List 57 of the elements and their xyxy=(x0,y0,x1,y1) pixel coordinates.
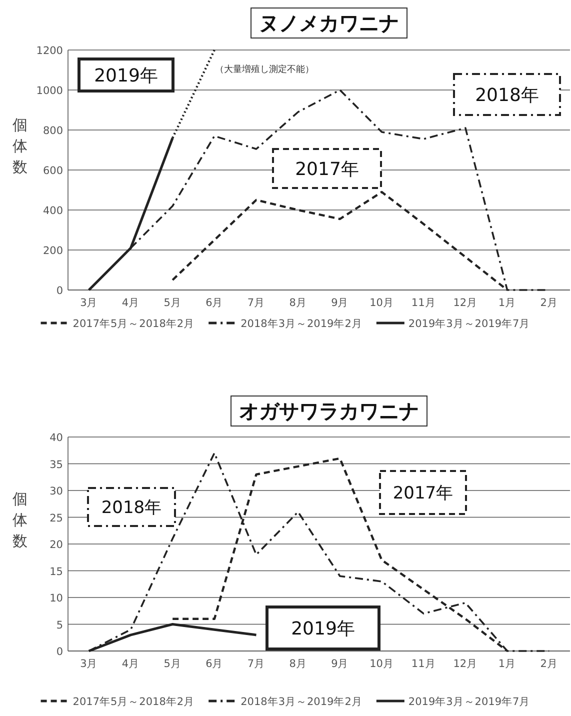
x-tick-label: 5月 xyxy=(164,297,182,309)
x-tick-label: 11月 xyxy=(411,297,436,309)
y-tick-label: 200 xyxy=(42,245,63,257)
y-tick-label: 0 xyxy=(56,646,63,658)
x-tick-label: 7月 xyxy=(247,297,266,309)
y-tick-label: 15 xyxy=(50,566,63,578)
y-tick-label: 1200 xyxy=(36,45,63,57)
y-tick-label: 40 xyxy=(50,432,63,444)
y-tick-label: 600 xyxy=(42,165,63,177)
x-tick-label: 8月 xyxy=(289,658,307,670)
y-tick-label: 20 xyxy=(50,539,63,551)
y-axis-title: 個体数 xyxy=(12,490,28,550)
y-tick-label: 30 xyxy=(50,486,63,498)
y-tick-label: 35 xyxy=(50,458,63,471)
x-tick-label: 1月 xyxy=(498,297,516,309)
chart-title: オガサワラカワニナ xyxy=(239,399,419,423)
x-tick-label: 5月 xyxy=(164,658,182,670)
annotation: 2019年 xyxy=(291,618,355,640)
x-tick-label: 12月 xyxy=(453,297,478,309)
x-tick-label: 1月 xyxy=(498,658,516,670)
x-tick-label: 9月 xyxy=(331,658,349,670)
x-tick-label: 3月 xyxy=(80,297,98,309)
legend-label: 2018年3月～2019年2月 xyxy=(240,696,362,708)
annotation: 2018年 xyxy=(475,84,539,106)
legend-label: 2018年3月～2019年2月 xyxy=(240,318,362,330)
x-tick-label: 2月 xyxy=(540,658,558,670)
x-tick-label: 4月 xyxy=(122,297,140,309)
legend-label: 2017年5月～2018年2月 xyxy=(72,696,195,708)
legend-label: 2019年3月～2019年7月 xyxy=(408,318,530,330)
x-tick-label: 9月 xyxy=(331,297,349,309)
annotation: （大量増殖し測定不能） xyxy=(215,64,314,75)
y-tick-label: 25 xyxy=(50,512,63,524)
y-tick-label: 1000 xyxy=(36,85,63,97)
x-tick-label: 12月 xyxy=(453,658,478,670)
y-tick-label: 10 xyxy=(50,592,63,604)
y-tick-label: 5 xyxy=(56,619,63,632)
x-tick-label: 4月 xyxy=(122,658,140,670)
x-tick-label: 10月 xyxy=(370,658,394,670)
chart-title: ヌノメカワニナ xyxy=(259,11,399,35)
y-tick-label: 0 xyxy=(56,285,63,297)
y-tick-label: 800 xyxy=(42,125,63,137)
legend-label: 2017年5月～2018年2月 xyxy=(72,318,195,330)
x-tick-label: 2月 xyxy=(540,297,558,309)
legend-label: 2019年3月～2019年7月 xyxy=(408,696,530,708)
annotation: 2017年 xyxy=(295,158,359,180)
x-tick-label: 11月 xyxy=(411,658,436,670)
x-tick-label: 6月 xyxy=(206,658,224,670)
annotation: 2018年 xyxy=(101,498,162,518)
y-axis-title: 個体数 xyxy=(12,116,28,176)
x-tick-label: 6月 xyxy=(206,297,224,309)
annotation: 2017年 xyxy=(392,484,454,504)
x-tick-label: 3月 xyxy=(80,658,98,670)
x-tick-label: 7月 xyxy=(247,658,266,670)
x-tick-label: 8月 xyxy=(289,297,307,309)
annotation: 2019年 xyxy=(94,65,158,86)
y-tick-label: 400 xyxy=(42,205,63,217)
x-tick-label: 10月 xyxy=(370,297,394,309)
